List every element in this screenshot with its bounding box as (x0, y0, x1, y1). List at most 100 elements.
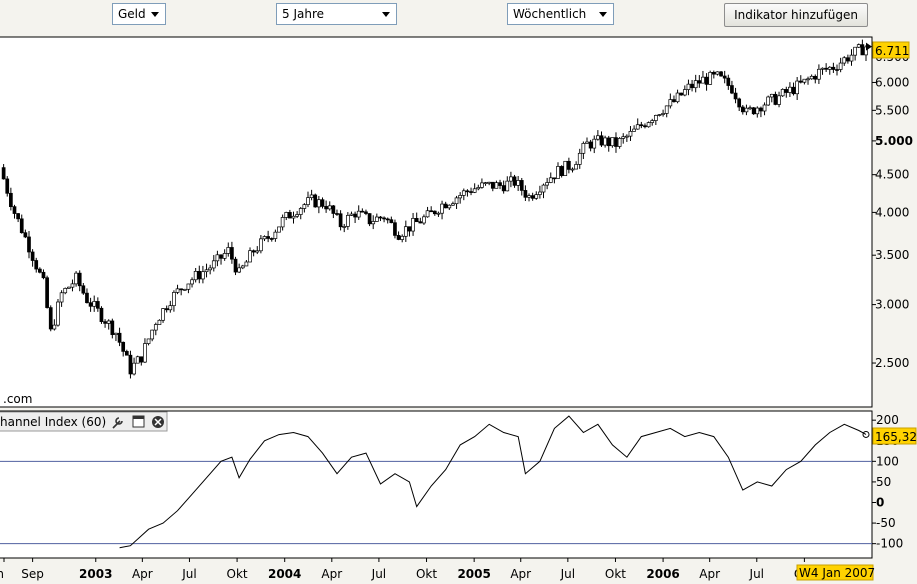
candle-body (204, 269, 209, 273)
candle-body (124, 351, 129, 356)
candle-body (686, 83, 691, 90)
price-tick-label: 6.000 (875, 75, 909, 89)
candle-body (798, 80, 803, 83)
candle-body (628, 131, 633, 137)
candle-body (577, 152, 582, 165)
candle-body (255, 250, 260, 253)
candle-body (146, 338, 151, 344)
candle-body (585, 141, 589, 144)
candle-body (237, 267, 241, 273)
candle-body (443, 203, 448, 209)
add-indicator-button[interactable]: Indikator hinzufügen (724, 3, 868, 27)
candle-body (476, 187, 481, 190)
price-tick-label: 2.500 (875, 356, 909, 370)
candle-body (762, 104, 767, 112)
interval-select-label: Wöchentlich (513, 7, 587, 21)
candle-body (563, 160, 568, 176)
candle-body (106, 320, 111, 324)
period-select-label: 5 Jahre (282, 7, 324, 21)
candle-body (672, 99, 676, 103)
candle-body (186, 283, 191, 290)
candle-body (226, 247, 231, 254)
candle-body (277, 226, 281, 233)
candle-body (364, 211, 368, 214)
candle-body (534, 194, 539, 199)
candle-body (570, 168, 575, 171)
candle-body (215, 254, 220, 262)
candle-body (110, 320, 115, 335)
candle-body (288, 212, 292, 219)
candle-body (599, 135, 604, 146)
candle-body (635, 124, 640, 130)
candle-body (853, 46, 857, 56)
candle-body (744, 107, 749, 113)
time-tick-label: Apr (510, 567, 531, 581)
candle-body (690, 83, 694, 89)
candle-body (418, 221, 423, 224)
candle-body (451, 203, 455, 206)
currency-select-label: Geld (118, 7, 146, 21)
candle-body (259, 238, 263, 252)
candle-body (458, 195, 463, 199)
candle-body (773, 93, 778, 105)
interval-select[interactable]: Wöchentlich (507, 3, 614, 25)
cci-last-value-badge (872, 427, 917, 445)
candle-body (791, 86, 796, 95)
candle-body (103, 321, 107, 324)
candle-body (367, 213, 372, 225)
candle-body (193, 271, 198, 281)
candle-body (596, 135, 600, 140)
candle-body (817, 68, 821, 80)
period-select[interactable]: 5 Jahre (276, 3, 397, 25)
candle-body (490, 181, 495, 189)
candle-body (556, 166, 560, 179)
candle-body (809, 75, 814, 80)
close-icon[interactable] (152, 416, 164, 428)
indicator-title: hannel Index (60) (0, 415, 106, 429)
cci-tick-label: 200 (876, 413, 899, 427)
candle-body (639, 124, 644, 127)
candles (1, 39, 872, 379)
candle-body (411, 218, 415, 232)
candle-body (632, 128, 636, 132)
candle-body (610, 137, 615, 147)
candle-body (820, 67, 825, 70)
candle-body (407, 226, 412, 232)
time-tick-label: Okt (605, 567, 626, 581)
candle-body (374, 216, 379, 222)
candle-body (722, 75, 727, 79)
candle-body (128, 354, 133, 375)
candle-body (704, 76, 709, 85)
candle-body (795, 80, 800, 95)
candle-body (730, 85, 734, 94)
currency-select[interactable]: Geld (112, 3, 166, 25)
candle-body (74, 272, 78, 285)
candle-body (447, 204, 452, 209)
candle-body (240, 265, 245, 269)
candle-body (802, 78, 807, 83)
maximize-icon[interactable] (132, 415, 145, 428)
candle-body (682, 89, 687, 96)
candle-body (197, 271, 202, 280)
candle-body (52, 324, 57, 330)
candle-body (393, 222, 397, 236)
candle-body (487, 181, 492, 184)
last-value-label: 6.711 (875, 44, 909, 58)
candle-body (150, 329, 155, 340)
candle-body (309, 194, 314, 198)
candle-body (708, 71, 713, 85)
price-tick-label: 4.500 (875, 168, 909, 182)
wrench-icon[interactable] (112, 417, 123, 429)
watermark: .com (3, 392, 32, 406)
chevron-down-icon (151, 12, 159, 17)
candle-body (849, 54, 854, 62)
candle-body (168, 305, 173, 311)
candle-body (530, 195, 535, 199)
candle-body (356, 210, 361, 218)
time-tick-label: Jul (560, 567, 575, 581)
cci-tick-label: -50 (876, 516, 896, 530)
candle-body (483, 182, 488, 184)
candle-body (824, 67, 828, 70)
time-tick-label: 2004 (268, 567, 301, 581)
